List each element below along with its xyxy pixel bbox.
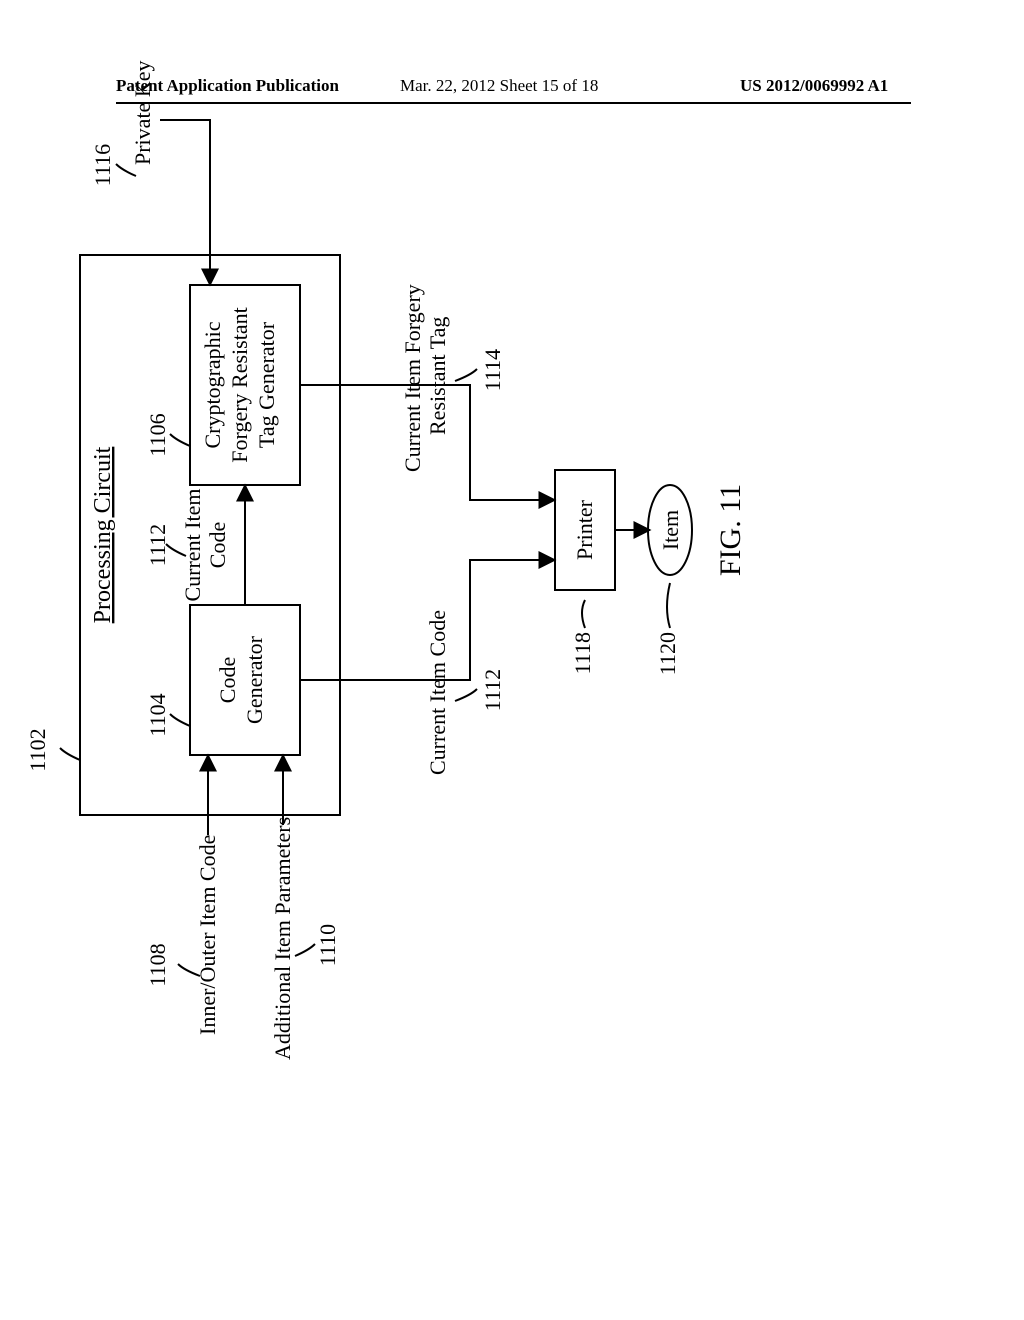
- page: Patent Application Publication Mar. 22, …: [0, 0, 1024, 1320]
- inner-outer-label: Inner/Outer Item Code: [195, 835, 220, 1035]
- diagram-svg: Processing Circuit 1102 Code Generator 1…: [0, 20, 750, 1060]
- ref-1110: 1110: [315, 924, 340, 966]
- ref-1116: 1116: [90, 144, 115, 186]
- ref-1112-out-tick: [455, 689, 477, 701]
- code-generator-line1: Code: [215, 657, 240, 703]
- printer-label: Printer: [572, 499, 597, 560]
- add-params-label: Additional Item Parameters: [270, 817, 295, 1060]
- ref-1118-tick: [582, 600, 585, 628]
- ref-1106-tick: [170, 434, 190, 446]
- crypto-line2: Forgery Resistant: [227, 307, 252, 462]
- figure-11-diagram: Processing Circuit 1102 Code Generator 1…: [0, 300, 1024, 1060]
- ref-1114-tick: [455, 369, 477, 381]
- private-key-arrow: [160, 120, 210, 285]
- header-right: US 2012/0069992 A1: [740, 76, 888, 96]
- private-key-label: Private Key: [130, 61, 155, 165]
- ref-1102: 1102: [25, 728, 50, 771]
- ref-1112-out: 1112: [480, 669, 505, 711]
- crypto-line1: Cryptographic: [200, 321, 225, 448]
- frt-out-l1: Current Item Forgery: [400, 284, 425, 472]
- ref-1118: 1118: [570, 632, 595, 674]
- cic-out-label: Current Item Code: [425, 610, 450, 775]
- ref-1120-tick: [667, 583, 670, 628]
- item-label: Item: [658, 510, 683, 550]
- crypto-line3: Tag Generator: [254, 321, 279, 448]
- ref-1108: 1108: [145, 943, 170, 986]
- cic-internal-l2: Code: [205, 522, 230, 568]
- ref-1104-tick: [170, 714, 190, 726]
- code-generator-line2: Generator: [242, 635, 267, 724]
- figure-label: FIG. 11: [714, 484, 747, 576]
- ref-1110-tick: [295, 944, 315, 956]
- ref-1102-tick: [60, 748, 80, 760]
- processing-circuit-title: Processing Circuit: [90, 446, 116, 623]
- frt-out-l2: Resistant Tag: [425, 317, 450, 435]
- ref-1104: 1104: [145, 693, 170, 736]
- cic-internal-l1: Current Item: [180, 488, 205, 601]
- ref-1106: 1106: [145, 413, 170, 456]
- ref-1120: 1120: [655, 632, 680, 675]
- ref-1114: 1114: [480, 349, 505, 391]
- ref-1116-tick: [116, 164, 136, 176]
